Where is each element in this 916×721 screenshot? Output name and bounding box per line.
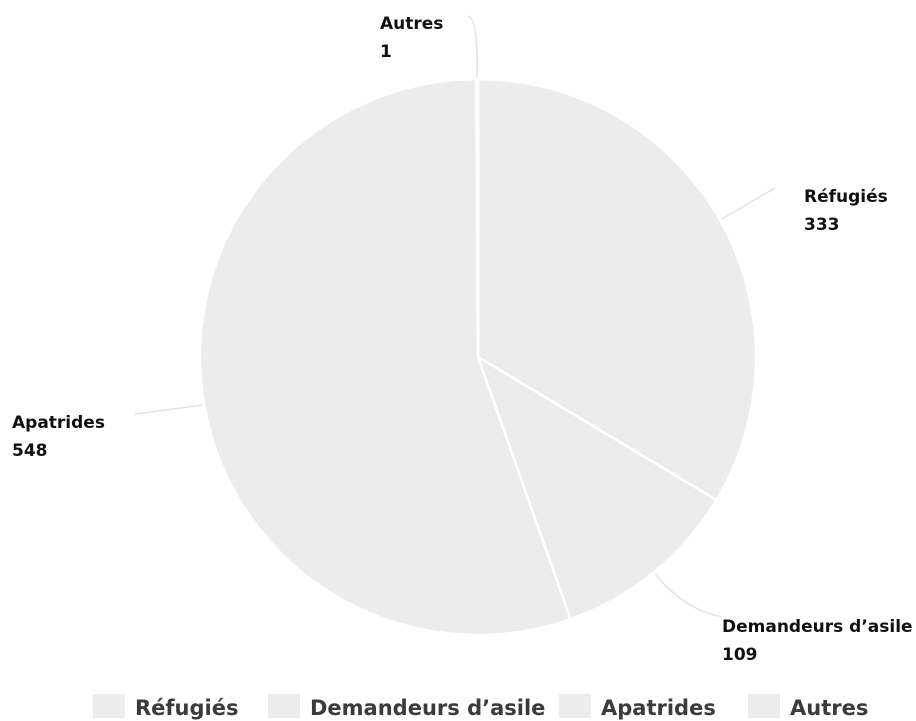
leader-line-apatrides (134, 404, 203, 415)
pie-slice-refugies (476, 77, 758, 502)
pie-slice-autres (474, 77, 480, 359)
legend-swatch-autres (748, 694, 780, 718)
leader-lines-layer (134, 15, 776, 618)
slice-labels-layer: Réfugiés 333 Demandeurs d’asile 109 Apatride… (12, 14, 913, 665)
slice-label-demandeurs-d-asile: Demandeurs d’asile (722, 617, 913, 637)
leader-line-refugies (721, 187, 776, 220)
legend-swatch-demandeurs-d-asile (268, 694, 300, 718)
leader-line-demandeurs-d-asile (654, 573, 723, 618)
slices-layer (198, 77, 758, 637)
slice-value-autres: 1 (380, 42, 392, 62)
legend-item-refugies[interactable]: Réfugiés (93, 694, 238, 720)
pie-slice-apatrides (198, 77, 572, 637)
leader-line-autres (467, 15, 478, 78)
legend-label-autres: Autres (790, 696, 868, 720)
legend: Réfugiés Demandeurs d’asile Apatrides Autre… (93, 694, 868, 720)
slice-value-demandeurs-d-asile: 109 (722, 645, 758, 665)
legend-swatch-refugies (93, 694, 125, 718)
slice-value-refugies: 333 (804, 215, 840, 235)
slice-label-autres: Autres (380, 14, 443, 34)
legend-label-refugies: Réfugiés (135, 696, 238, 720)
slice-value-apatrides: 548 (12, 441, 48, 461)
legend-item-demandeurs-d-asile[interactable]: Demandeurs d’asile (268, 694, 545, 720)
legend-label-apatrides: Apatrides (601, 696, 716, 720)
slice-label-refugies: Réfugiés (804, 187, 888, 207)
legend-item-apatrides[interactable]: Apatrides (559, 694, 716, 720)
pie-slice-demandeurs-d-asile (476, 355, 718, 621)
legend-swatch-apatrides (559, 694, 591, 718)
legend-label-demandeurs-d-asile: Demandeurs d’asile (310, 696, 545, 720)
slice-label-apatrides: Apatrides (12, 413, 105, 433)
legend-item-autres[interactable]: Autres (748, 694, 868, 720)
